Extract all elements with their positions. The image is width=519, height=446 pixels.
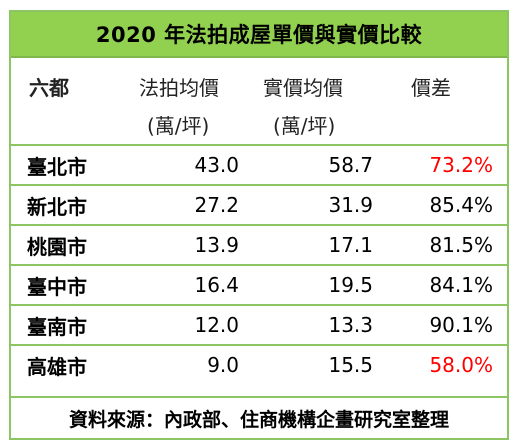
comparison-table: 2020 年法拍成屋單價與實價比較 六都 法拍均價 (萬/坪) 實價均價 (萬/… (9, 10, 509, 440)
table-row: 新北市 27.2 31.9 85.4% (11, 184, 507, 224)
actual-price: 58.7 (328, 153, 373, 177)
city-name: 臺南市 (27, 314, 87, 339)
auction-price: 43.0 (194, 153, 239, 177)
auction-price: 12.0 (194, 313, 239, 337)
table-row: 臺南市 12.0 13.3 90.1% (11, 304, 507, 344)
price-difference: 90.1% (429, 313, 493, 337)
auction-price: 13.9 (194, 233, 239, 257)
price-difference: 58.0% (429, 353, 493, 377)
table-header: 六都 法拍均價 (萬/坪) 實價均價 (萬/坪) 價差 (11, 58, 507, 144)
table-row: 臺中市 16.4 19.5 84.1% (11, 264, 507, 304)
table-row: 高雄市 9.0 15.5 58.0% (11, 344, 507, 384)
actual-price: 17.1 (328, 233, 373, 257)
header-auction-price: 法拍均價 (139, 76, 219, 100)
city-name: 新北市 (27, 194, 87, 219)
price-difference: 73.2% (429, 153, 493, 177)
actual-price: 31.9 (328, 193, 373, 217)
table-row: 臺北市 43.0 58.7 73.2% (11, 144, 507, 184)
price-difference: 85.4% (429, 193, 493, 217)
table-title: 2020 年法拍成屋單價與實價比較 (11, 12, 507, 58)
header-city: 六都 (29, 76, 69, 100)
auction-price: 16.4 (194, 273, 239, 297)
actual-price: 19.5 (328, 273, 373, 297)
price-difference: 81.5% (429, 233, 493, 257)
auction-price: 27.2 (194, 193, 239, 217)
city-name: 高雄市 (27, 354, 87, 379)
table-row: 桃園市 13.9 17.1 81.5% (11, 224, 507, 264)
header-difference: 價差 (411, 76, 451, 100)
city-name: 臺中市 (27, 274, 87, 299)
header-auction-unit: (萬/坪) (147, 114, 210, 138)
header-actual-unit: (萬/坪) (273, 114, 336, 138)
price-difference: 84.1% (429, 273, 493, 297)
city-name: 桃園市 (27, 234, 87, 259)
city-name: 臺北市 (27, 154, 87, 179)
actual-price: 15.5 (328, 353, 373, 377)
actual-price: 13.3 (328, 313, 373, 337)
auction-price: 9.0 (207, 353, 239, 377)
source-note: 資料來源：內政部、住商機構企畫研究室整理 (11, 396, 507, 438)
header-actual-price: 實價均價 (263, 76, 343, 100)
